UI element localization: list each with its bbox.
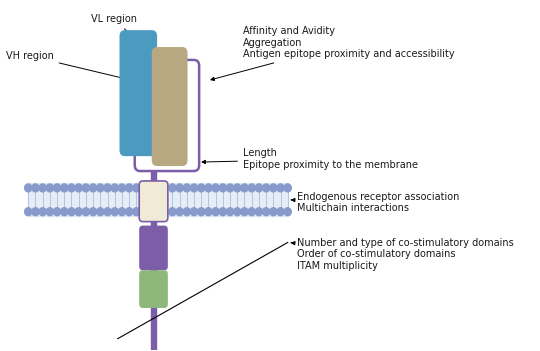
Circle shape (183, 184, 191, 192)
Bar (151, 304, 156, 350)
Circle shape (104, 184, 111, 192)
FancyBboxPatch shape (139, 181, 168, 221)
Circle shape (212, 208, 219, 216)
Text: Number and type of co-stimulatory domains
Order of co-stimulatory domains
ITAM m: Number and type of co-stimulatory domain… (291, 238, 514, 271)
Circle shape (241, 184, 248, 192)
Bar (28, 184, 288, 216)
Circle shape (126, 208, 133, 216)
Circle shape (198, 208, 205, 216)
Bar (151, 266, 156, 274)
Circle shape (248, 208, 255, 216)
Circle shape (234, 208, 241, 216)
Circle shape (219, 208, 226, 216)
Circle shape (75, 184, 82, 192)
Circle shape (126, 184, 133, 192)
Circle shape (176, 208, 183, 216)
Circle shape (205, 184, 212, 192)
Circle shape (32, 208, 39, 216)
Circle shape (133, 184, 140, 192)
Circle shape (97, 208, 104, 216)
Circle shape (169, 184, 176, 192)
Circle shape (284, 184, 291, 192)
Circle shape (255, 184, 262, 192)
Text: Affinity and Avidity
Aggregation
Antigen epitope proximity and accessibility: Affinity and Avidity Aggregation Antigen… (211, 26, 455, 80)
Circle shape (104, 208, 111, 216)
Circle shape (262, 184, 269, 192)
Circle shape (111, 208, 118, 216)
Circle shape (39, 184, 46, 192)
Circle shape (234, 184, 241, 192)
Circle shape (226, 208, 234, 216)
Circle shape (32, 184, 39, 192)
Circle shape (46, 184, 53, 192)
Circle shape (68, 208, 75, 216)
Circle shape (25, 208, 32, 216)
Circle shape (277, 184, 284, 192)
Circle shape (75, 208, 82, 216)
Circle shape (270, 184, 277, 192)
Circle shape (212, 184, 219, 192)
FancyBboxPatch shape (119, 30, 157, 156)
Text: Endogenous receptor association
Multichain interactions: Endogenous receptor association Multicha… (291, 192, 459, 213)
Circle shape (60, 184, 68, 192)
Circle shape (226, 184, 234, 192)
Circle shape (219, 184, 226, 192)
Circle shape (270, 208, 277, 216)
Circle shape (183, 208, 191, 216)
Circle shape (169, 208, 176, 216)
Circle shape (176, 184, 183, 192)
Circle shape (118, 184, 125, 192)
Circle shape (262, 208, 269, 216)
Bar (151, 218, 156, 230)
Circle shape (241, 208, 248, 216)
Circle shape (46, 208, 53, 216)
Circle shape (118, 208, 125, 216)
Circle shape (25, 184, 32, 192)
Bar (151, 155, 156, 190)
FancyBboxPatch shape (139, 270, 168, 308)
Circle shape (133, 208, 140, 216)
Circle shape (97, 184, 104, 192)
Circle shape (191, 184, 198, 192)
FancyBboxPatch shape (152, 47, 187, 166)
Circle shape (255, 208, 262, 216)
Circle shape (277, 208, 284, 216)
Circle shape (60, 208, 68, 216)
Circle shape (111, 184, 118, 192)
Circle shape (82, 184, 90, 192)
Circle shape (284, 208, 291, 216)
Text: VL region: VL region (91, 14, 137, 40)
Circle shape (90, 208, 97, 216)
FancyBboxPatch shape (134, 60, 199, 171)
Circle shape (53, 184, 60, 192)
Text: Length
Epitope proximity to the membrane: Length Epitope proximity to the membrane (202, 148, 418, 170)
Circle shape (53, 208, 60, 216)
Circle shape (39, 208, 46, 216)
Text: VH region: VH region (6, 51, 130, 81)
Circle shape (90, 184, 97, 192)
FancyBboxPatch shape (139, 226, 168, 270)
Circle shape (248, 184, 255, 192)
Circle shape (68, 184, 75, 192)
Circle shape (191, 208, 198, 216)
Circle shape (205, 208, 212, 216)
Circle shape (82, 208, 90, 216)
Circle shape (198, 184, 205, 192)
